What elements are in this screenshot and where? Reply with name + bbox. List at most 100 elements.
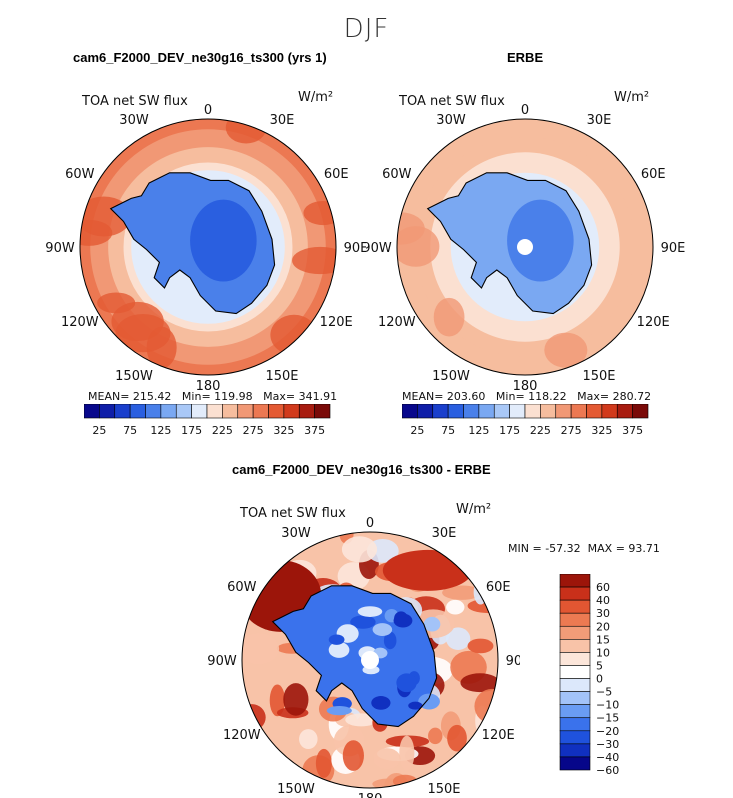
map-plot: 0 30E 60E 90E 120E 150E 180 150W 120W 90W 60W 30W: [45, 103, 366, 394]
max-label: Max=: [577, 390, 610, 403]
lon-label: 90E: [506, 654, 520, 669]
field-patch: [507, 199, 574, 282]
map-field: [80, 119, 336, 375]
colorbar-swatch: [432, 404, 449, 419]
colorbar-swatch: [559, 574, 591, 588]
colorbar-swatch: [559, 678, 591, 692]
lon-label: 90E: [661, 241, 686, 256]
max-value: 280.72: [612, 390, 652, 403]
panel-diff: cam6_F2000_DEV_ne30g16_ts300 - ERBE TOA …: [0, 450, 733, 798]
colorbar-tick-label: 30: [596, 607, 610, 620]
colorbar-swatch: [298, 404, 315, 419]
field-patch: [445, 627, 471, 651]
field-patch: [341, 536, 378, 563]
field-patch: [373, 748, 401, 770]
colorbar-swatch: [84, 404, 100, 419]
field-patch: [408, 701, 423, 710]
colorbar-tick-label: 275: [243, 424, 264, 437]
field-patch: [80, 219, 113, 246]
colorbar-swatch: [160, 404, 177, 419]
panel-model: cam6_F2000_DEV_ne30g16_ts300 (yrs 1) TOA…: [0, 0, 366, 450]
mean-label: MEAN=: [402, 390, 444, 403]
stats-line: MIN = -57.32 MAX = 93.71: [508, 542, 660, 555]
colorbar-swatch: [191, 404, 208, 419]
colorbar-swatch: [559, 586, 591, 601]
mean-value: 203.60: [446, 390, 486, 403]
min-label: Min=: [181, 390, 211, 403]
lon-label: 180: [196, 379, 221, 394]
colorbar-tick-label: 25: [92, 424, 106, 437]
lon-label: 150W: [115, 369, 153, 384]
colorbar-swatch: [145, 404, 162, 419]
lon-label: 180: [358, 792, 383, 798]
min-value: 118.22: [528, 390, 567, 403]
colorbar-tick-label: 0: [596, 673, 603, 686]
panel-title: cam6_F2000_DEV_ne30g16_ts300 - ERBE: [232, 462, 491, 477]
colorbar-swatch: [559, 717, 591, 732]
field-patch: [326, 705, 352, 716]
colorbar-tick-label: 15: [596, 633, 610, 646]
colorbar-swatch: [175, 404, 192, 419]
colorbar-swatch: [493, 404, 510, 419]
colorbar-tick-label: 225: [530, 424, 551, 437]
lon-label: 30W: [119, 113, 149, 128]
panel-title: cam6_F2000_DEV_ne30g16_ts300 (yrs 1): [73, 50, 327, 65]
colorbar-swatch: [99, 404, 116, 419]
lon-label: 0: [366, 516, 374, 531]
figure-title: DJF: [343, 14, 390, 44]
field-patch: [397, 212, 425, 245]
colorbar: 25 75 125 175 225 275 325 375: [84, 404, 331, 437]
field-patch: [399, 735, 415, 771]
map-border: [79, 118, 337, 376]
field-patch: [460, 673, 498, 693]
lon-label: 0: [204, 103, 212, 118]
units-label: W/m²: [456, 502, 492, 517]
colorbar-swatch: [463, 404, 480, 419]
colorbar-swatch: [570, 404, 587, 419]
lon-label: 120E: [637, 315, 670, 330]
colorbar-tick-label: 225: [212, 424, 233, 437]
colorbar-tick-label: −15: [596, 712, 619, 725]
colorbar-tick-label: 25: [410, 424, 424, 437]
map-field: [242, 532, 498, 788]
field-patch: [225, 119, 267, 144]
lon-label: 120W: [61, 315, 99, 330]
lon-label: 120W: [378, 315, 416, 330]
variable-label: TOA net SW flux: [82, 94, 188, 109]
field-patch: [270, 314, 318, 355]
colorbar-swatch: [252, 404, 269, 419]
colorbar-swatch: [559, 599, 591, 614]
field-patch: [283, 683, 309, 716]
field-patch: [350, 615, 376, 629]
lon-label: 60E: [486, 580, 511, 595]
lon-label: 90W: [207, 654, 237, 669]
field-patch: [442, 585, 482, 600]
mean-label: MEAN=: [88, 390, 130, 403]
colorbar-tick-label: −40: [596, 751, 619, 764]
lon-label: 30E: [270, 113, 295, 128]
lon-label: 60E: [324, 167, 349, 182]
field-patch: [345, 713, 378, 727]
field-patch: [111, 301, 164, 342]
lon-label: 120E: [482, 728, 515, 743]
field-patch: [315, 748, 332, 778]
colorbar-tick-label: −30: [596, 738, 619, 751]
colorbar-swatch: [559, 704, 591, 719]
field-patch: [299, 729, 318, 750]
colorbar-tick-label: 75: [441, 424, 455, 437]
lon-label: 150E: [582, 369, 615, 384]
colorbar-swatch: [540, 404, 557, 419]
lon-label: 150W: [277, 782, 315, 797]
colorbar-swatch: [616, 404, 633, 419]
colorbar-tick-label: 175: [181, 424, 202, 437]
max-value: 341.91: [298, 390, 338, 403]
field-patch: [342, 740, 364, 771]
colorbar-swatch: [559, 691, 591, 705]
lon-label: 120W: [223, 728, 261, 743]
colorbar-swatch: [417, 404, 434, 419]
colorbar-swatch: [314, 404, 331, 419]
colorbar: 25 75 125 175 225 275 325 375: [402, 404, 649, 437]
lon-label: 120E: [320, 315, 353, 330]
field-patch: [392, 774, 418, 788]
colorbar-tick-label: 125: [150, 424, 171, 437]
